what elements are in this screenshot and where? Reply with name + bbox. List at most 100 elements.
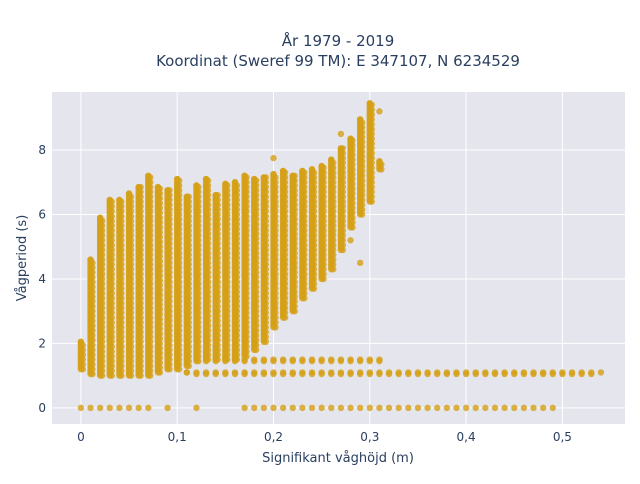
data-point [233, 230, 241, 238]
data-point [251, 370, 258, 378]
data-point [530, 404, 537, 412]
data-point [224, 225, 231, 233]
y-axis-title: Vågperiod (s) [15, 215, 30, 302]
data-point [368, 183, 375, 191]
data-point [127, 367, 135, 375]
data-point [224, 240, 231, 247]
data-point [330, 222, 337, 229]
data-point [252, 269, 260, 276]
data-point [204, 211, 212, 218]
data-point [147, 208, 154, 215]
data-point [118, 203, 125, 210]
data-point [376, 108, 383, 115]
data-point [310, 266, 318, 273]
data-point [98, 246, 106, 254]
data-point [310, 246, 318, 254]
data-point [118, 212, 125, 220]
data-point [368, 135, 375, 142]
data-point [368, 101, 375, 109]
data-point [108, 324, 115, 331]
data-point [320, 183, 327, 191]
data-point [224, 182, 231, 189]
data-point [272, 174, 279, 181]
data-point [214, 293, 221, 300]
data-point [262, 275, 269, 283]
data-point [320, 270, 327, 278]
data-point [137, 275, 144, 283]
data-point [224, 293, 231, 300]
data-point [89, 322, 96, 329]
data-point [366, 370, 373, 378]
data-point [243, 183, 250, 191]
data-point [424, 370, 431, 378]
data-point [279, 404, 287, 412]
data-point [118, 328, 125, 336]
data-point [376, 357, 383, 365]
data-point [262, 246, 269, 254]
data-point [339, 212, 347, 220]
data-point [310, 280, 318, 287]
data-point [137, 280, 144, 287]
data-point [137, 338, 144, 346]
data-point [243, 290, 250, 297]
data-point [233, 187, 241, 194]
data-point [308, 370, 316, 378]
data-point [252, 201, 260, 209]
data-point [185, 256, 192, 263]
data-point [98, 304, 106, 312]
data-point [243, 198, 250, 205]
data-point [204, 235, 212, 242]
x-tick-label: 0,2 [264, 430, 283, 444]
data-point [301, 222, 308, 229]
data-point [330, 159, 337, 167]
data-point [252, 206, 260, 213]
data-point [195, 261, 202, 268]
data-point [185, 290, 192, 297]
data-point [137, 319, 144, 326]
data-point [281, 314, 289, 321]
data-point [233, 269, 241, 276]
data-point [339, 246, 347, 254]
data-point [79, 366, 87, 373]
data-point [395, 404, 402, 412]
data-point [118, 333, 125, 341]
data-point [358, 153, 366, 160]
data-point [195, 203, 202, 210]
data-point [195, 183, 202, 191]
data-point [79, 341, 87, 349]
data-point [202, 357, 210, 365]
data-point [358, 129, 366, 136]
data-point [272, 290, 279, 297]
data-point [204, 293, 212, 300]
data-point [166, 249, 173, 257]
data-point [195, 217, 202, 225]
data-point [224, 346, 231, 354]
data-point [127, 237, 135, 244]
data-point [147, 324, 154, 331]
data-point [231, 357, 239, 365]
data-point [491, 370, 499, 378]
data-point [320, 256, 327, 263]
data-point [320, 261, 327, 268]
data-point [108, 251, 115, 258]
data-point [368, 145, 375, 152]
data-point [368, 159, 375, 167]
data-point [272, 309, 279, 316]
data-point [108, 256, 115, 263]
data-point [301, 188, 308, 196]
data-point [233, 235, 241, 242]
data-point [185, 198, 192, 205]
data-point [310, 212, 318, 220]
data-point [214, 288, 221, 296]
data-point [175, 259, 183, 267]
data-point [195, 198, 202, 205]
data-point [224, 303, 231, 310]
data-point [214, 245, 221, 252]
data-point [301, 285, 308, 292]
data-point [166, 317, 173, 325]
data-point [330, 256, 337, 263]
data-point [204, 307, 212, 315]
data-point [89, 327, 96, 334]
data-point [185, 280, 192, 287]
data-point [310, 174, 318, 181]
